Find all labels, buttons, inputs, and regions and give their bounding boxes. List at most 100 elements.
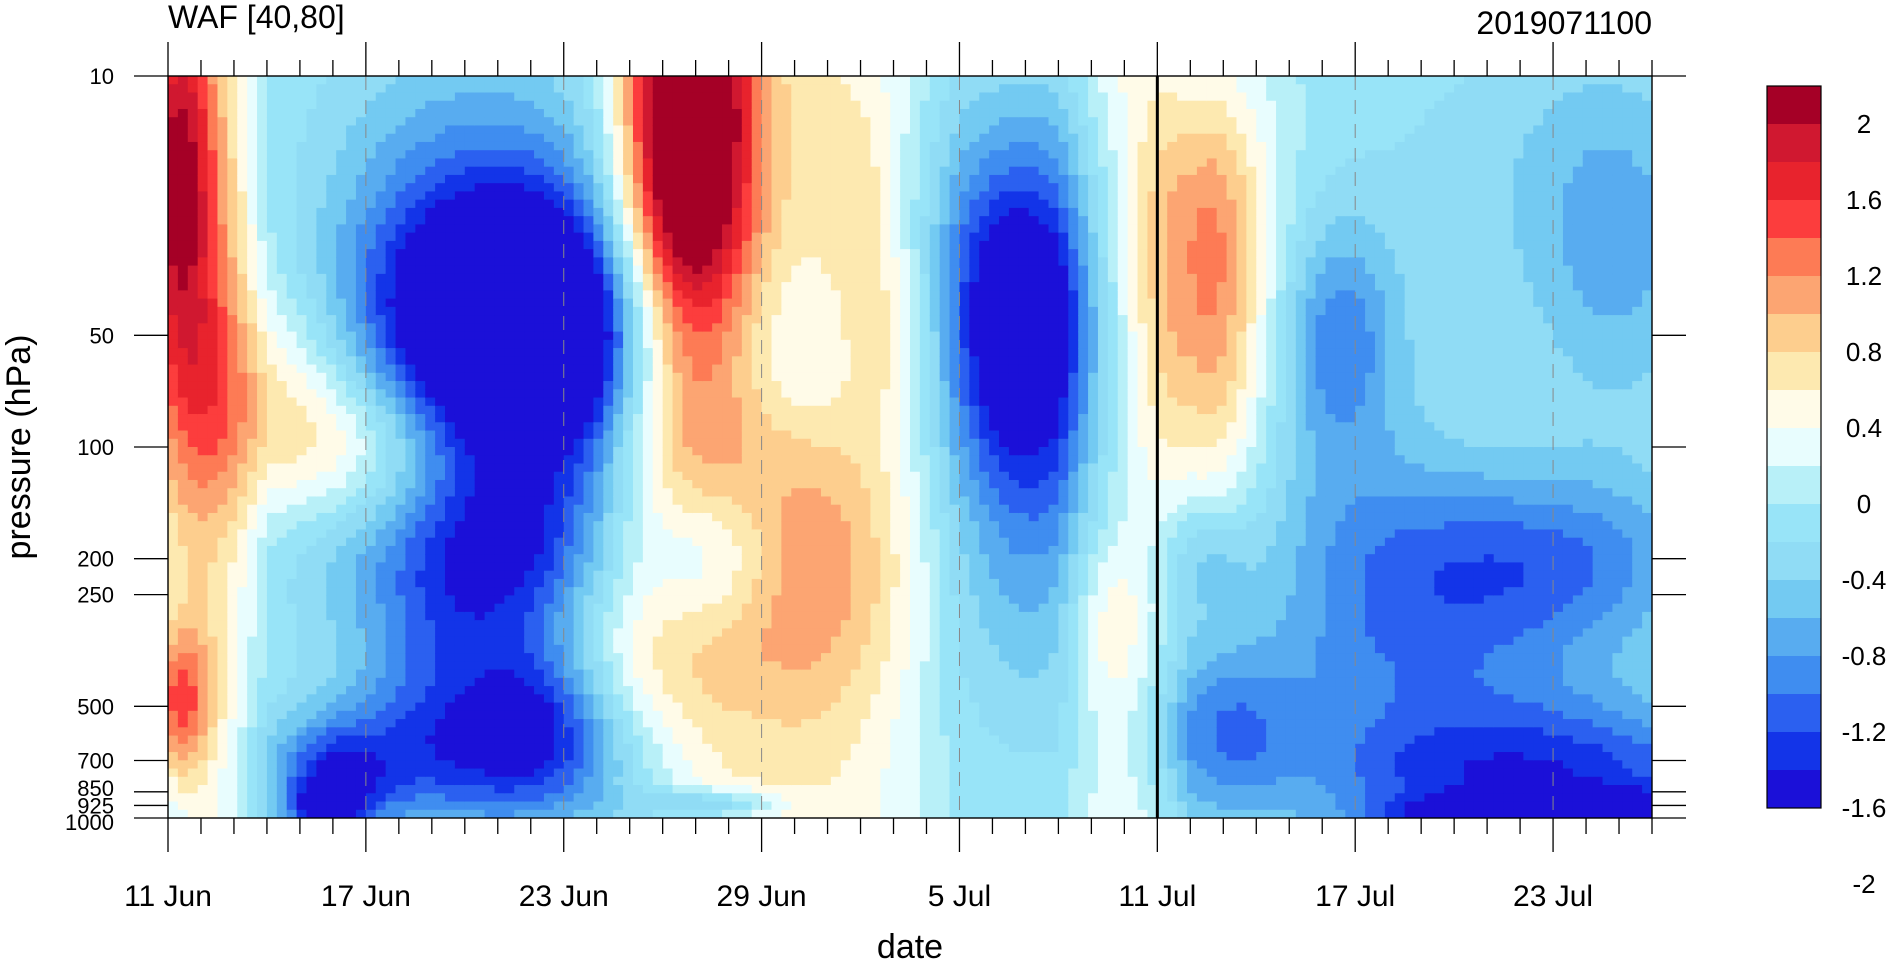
field-cell [623, 504, 634, 514]
field-cell [573, 141, 585, 151]
field-cell [534, 339, 545, 349]
field-cell [652, 694, 664, 704]
field-cell [207, 224, 219, 234]
field-cell [692, 760, 703, 770]
field-cell [603, 249, 614, 258]
field-cell [454, 809, 466, 818]
field-cell [395, 290, 407, 300]
field-cell [583, 117, 595, 127]
field-cell [306, 537, 317, 547]
field-cell [375, 719, 387, 728]
field-cell [197, 158, 209, 168]
field-cell [365, 447, 377, 456]
field-cell [702, 669, 713, 679]
field-cell [197, 381, 209, 390]
field-cell [207, 306, 219, 316]
field-cell [336, 801, 347, 811]
field-cell [534, 562, 545, 572]
field-cell [692, 496, 703, 506]
field-cell [603, 471, 614, 481]
field-cell [405, 776, 416, 786]
field-cell [553, 504, 565, 514]
field-cell [247, 512, 258, 522]
field-cell [682, 339, 693, 349]
field-cell [524, 405, 535, 415]
field-cell [286, 331, 298, 341]
field-cell [227, 587, 238, 596]
field-cell [276, 372, 288, 382]
field-cell [217, 265, 228, 275]
field-cell [563, 339, 575, 349]
field-cell [682, 438, 693, 448]
field-cell [296, 174, 308, 184]
field-cell [632, 768, 644, 778]
field-cell [543, 339, 555, 349]
field-cell [405, 504, 416, 514]
field-cell [207, 785, 219, 794]
field-cell [168, 84, 179, 94]
field-cell [187, 529, 199, 539]
field-cell [702, 653, 713, 662]
field-cell [207, 504, 219, 514]
field-cell [247, 125, 258, 135]
field-cell [534, 554, 545, 564]
field-cell [197, 150, 209, 160]
field-cell [504, 298, 515, 308]
field-cell [257, 702, 268, 712]
field-cell [306, 339, 317, 349]
field-cell [296, 76, 308, 85]
field-cell [623, 414, 634, 423]
field-cell [207, 776, 219, 786]
field-cell [415, 653, 426, 662]
field-cell [326, 397, 337, 407]
field-cell [494, 677, 505, 687]
field-cell [524, 298, 535, 308]
field-cell [454, 620, 466, 629]
field-cell [593, 669, 604, 679]
field-cell [662, 661, 674, 671]
field-cell [534, 710, 545, 720]
field-cell [623, 479, 634, 489]
field-cell [692, 471, 703, 481]
field-cell [365, 257, 377, 267]
field-cell [405, 232, 416, 242]
field-cell [534, 686, 545, 695]
field-cell [474, 298, 486, 308]
field-cell [642, 669, 654, 679]
field-cell [712, 290, 723, 300]
field-cell [365, 743, 377, 753]
field-cell [415, 562, 426, 572]
field-cell [405, 455, 416, 465]
field-cell [702, 570, 713, 580]
field-cell [662, 273, 674, 283]
field-cell [662, 356, 674, 366]
field-cell [415, 496, 426, 506]
field-cell [553, 776, 565, 786]
field-cell [296, 669, 308, 679]
field-cell [276, 752, 288, 761]
field-cell [494, 752, 505, 761]
field-cell [296, 595, 308, 605]
field-cell [623, 727, 634, 737]
field-cell [534, 809, 545, 818]
field-cell [593, 694, 604, 704]
field-cell [168, 694, 179, 704]
field-cell [355, 125, 367, 135]
field-cell [415, 537, 426, 547]
field-cell [365, 356, 377, 366]
field-cell [257, 381, 268, 390]
field-cell [346, 636, 357, 646]
field-cell [346, 273, 357, 283]
field-cell [415, 306, 426, 316]
field-cell [632, 447, 644, 456]
field-cell [237, 298, 248, 308]
field-cell [237, 414, 248, 423]
field-cell [494, 125, 505, 135]
field-cell [553, 785, 565, 794]
field-cell [385, 84, 397, 94]
field-cell [237, 141, 248, 151]
field-cell [454, 150, 466, 160]
field-cell [336, 463, 347, 473]
field-cell [553, 438, 565, 448]
field-cell [543, 809, 555, 818]
